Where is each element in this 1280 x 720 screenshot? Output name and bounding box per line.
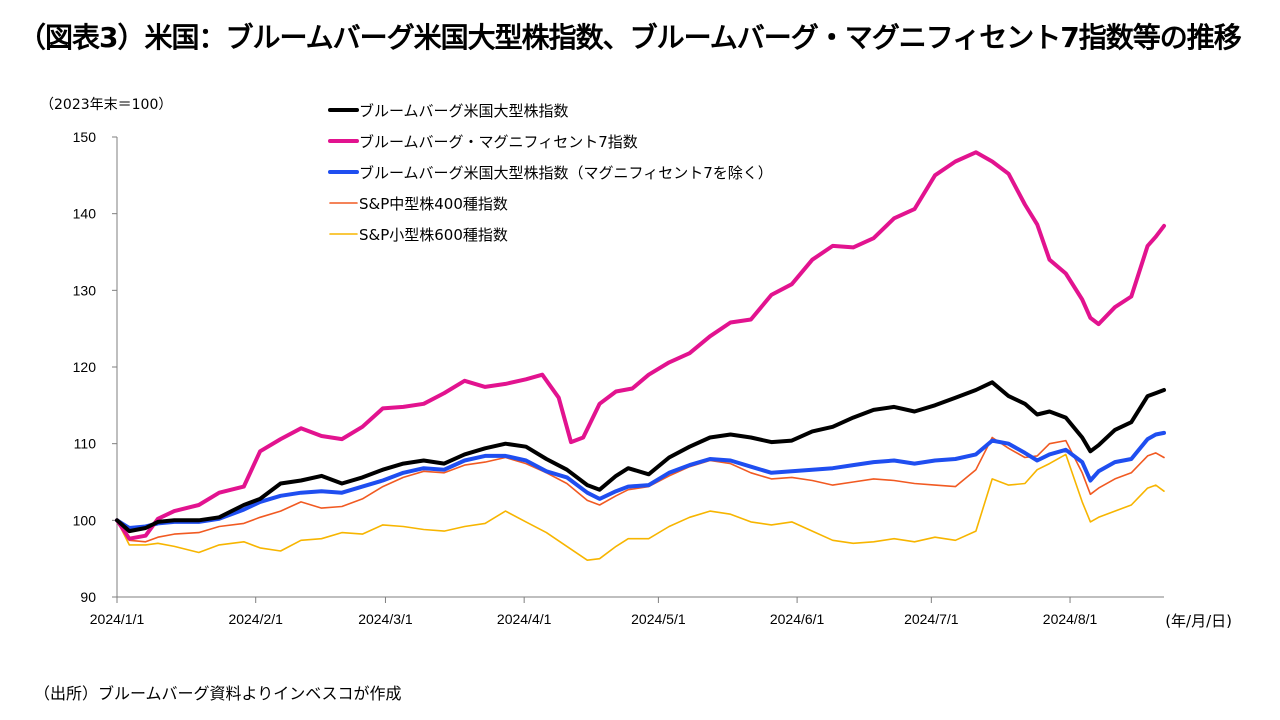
x-tick-label: 2024/7/1 — [904, 611, 959, 627]
x-tick-label: 2024/8/1 — [1043, 611, 1098, 627]
page-title: （図表3）米国：ブルームバーグ米国大型株指数、ブルームバーグ・マグニフィセント7… — [18, 21, 1242, 54]
x-tick-label: 2024/3/1 — [358, 611, 413, 627]
y-tick-label: 150 — [73, 129, 97, 145]
series-line-4 — [116, 453, 1165, 562]
y-tick-label: 130 — [73, 282, 97, 298]
y-axis-unit-note: （2023年末＝100） — [40, 97, 173, 113]
legend-label-1: ブルームバーグ・マグニフィセント7指数 — [359, 133, 638, 151]
series-line-1 — [115, 150, 1166, 541]
x-tick-label: 2024/6/1 — [770, 611, 825, 627]
x-axis-unit: (年/月/日) — [1165, 612, 1232, 630]
y-tick-label: 90 — [80, 589, 96, 605]
series-line-0 — [115, 380, 1166, 534]
legend-label-4: S&P小型株600種指数 — [359, 226, 508, 244]
y-tick-label: 140 — [73, 206, 97, 222]
source-note: （出所）ブルームバーグ資料よりインベスコが作成 — [34, 684, 402, 703]
series-line-2 — [115, 430, 1166, 530]
y-tick-label: 100 — [73, 512, 97, 528]
x-tick-label: 2024/2/1 — [228, 611, 283, 627]
x-tick-label: 2024/4/1 — [497, 611, 552, 627]
legend-label-2: ブルームバーグ米国大型株指数（マグニフィセント7を除く） — [359, 164, 773, 182]
legend-label-3: S&P中型株400種指数 — [359, 195, 508, 213]
legend-label-0: ブルームバーグ米国大型株指数 — [359, 102, 569, 120]
x-tick-label: 2024/1/1 — [90, 611, 145, 627]
y-tick-label: 110 — [74, 436, 97, 452]
series-line-3 — [116, 436, 1165, 543]
y-tick-label: 120 — [73, 359, 97, 375]
x-tick-label: 2024/5/1 — [631, 611, 686, 627]
